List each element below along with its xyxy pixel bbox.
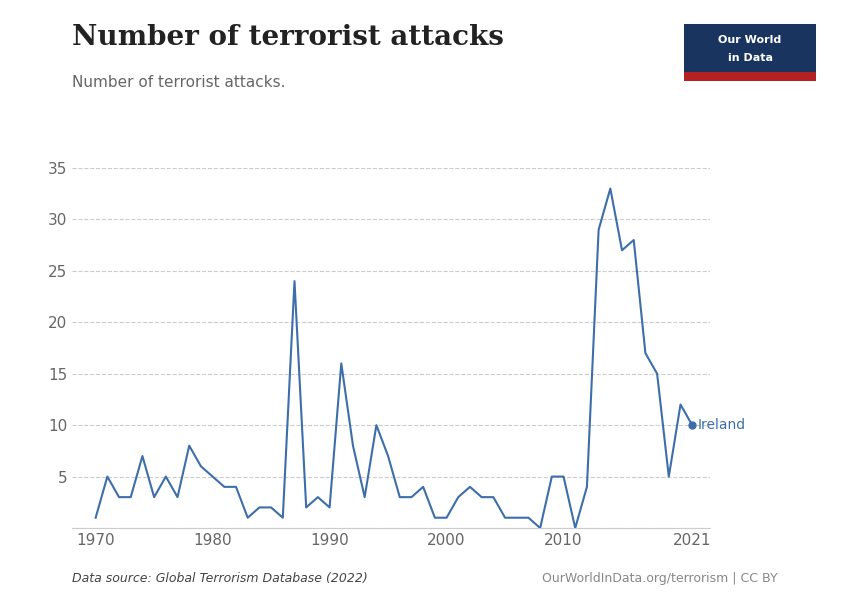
Text: in Data: in Data bbox=[728, 53, 773, 63]
Text: OurWorldInData.org/terrorism | CC BY: OurWorldInData.org/terrorism | CC BY bbox=[542, 572, 778, 585]
Text: Number of terrorist attacks.: Number of terrorist attacks. bbox=[72, 75, 286, 90]
Text: Number of terrorist attacks: Number of terrorist attacks bbox=[72, 24, 504, 51]
FancyBboxPatch shape bbox=[684, 73, 816, 81]
Text: Data source: Global Terrorism Database (2022): Data source: Global Terrorism Database (… bbox=[72, 572, 368, 585]
Text: Ireland: Ireland bbox=[698, 418, 746, 432]
FancyBboxPatch shape bbox=[684, 24, 816, 81]
Text: Our World: Our World bbox=[718, 35, 782, 45]
